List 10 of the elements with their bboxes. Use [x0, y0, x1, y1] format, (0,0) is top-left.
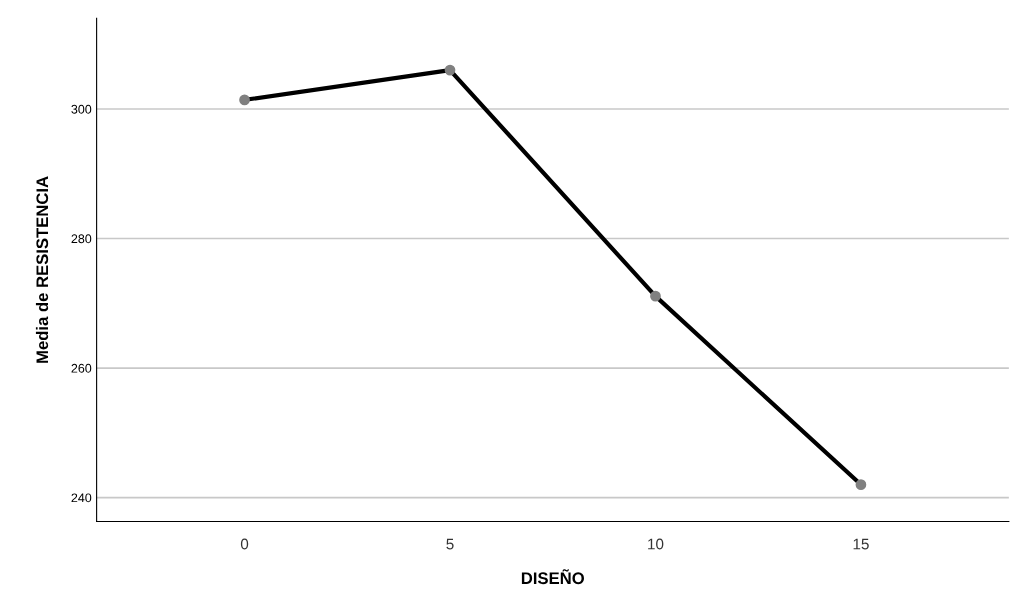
- y-tick-label: 260: [71, 363, 92, 373]
- y-tick-label: 280: [71, 234, 92, 244]
- y-tick-label: 300: [71, 104, 92, 114]
- x-tick-label: 10: [648, 538, 664, 550]
- x-tick-label: 0: [240, 538, 249, 550]
- y-axis-title: Media de RESISTENCIA: [35, 176, 49, 363]
- y-tick-label: 240: [71, 493, 92, 503]
- x-tick-label: 5: [446, 538, 454, 550]
- x-axis-title: DISEÑO: [521, 569, 584, 585]
- x-tick-label: 15: [853, 538, 869, 550]
